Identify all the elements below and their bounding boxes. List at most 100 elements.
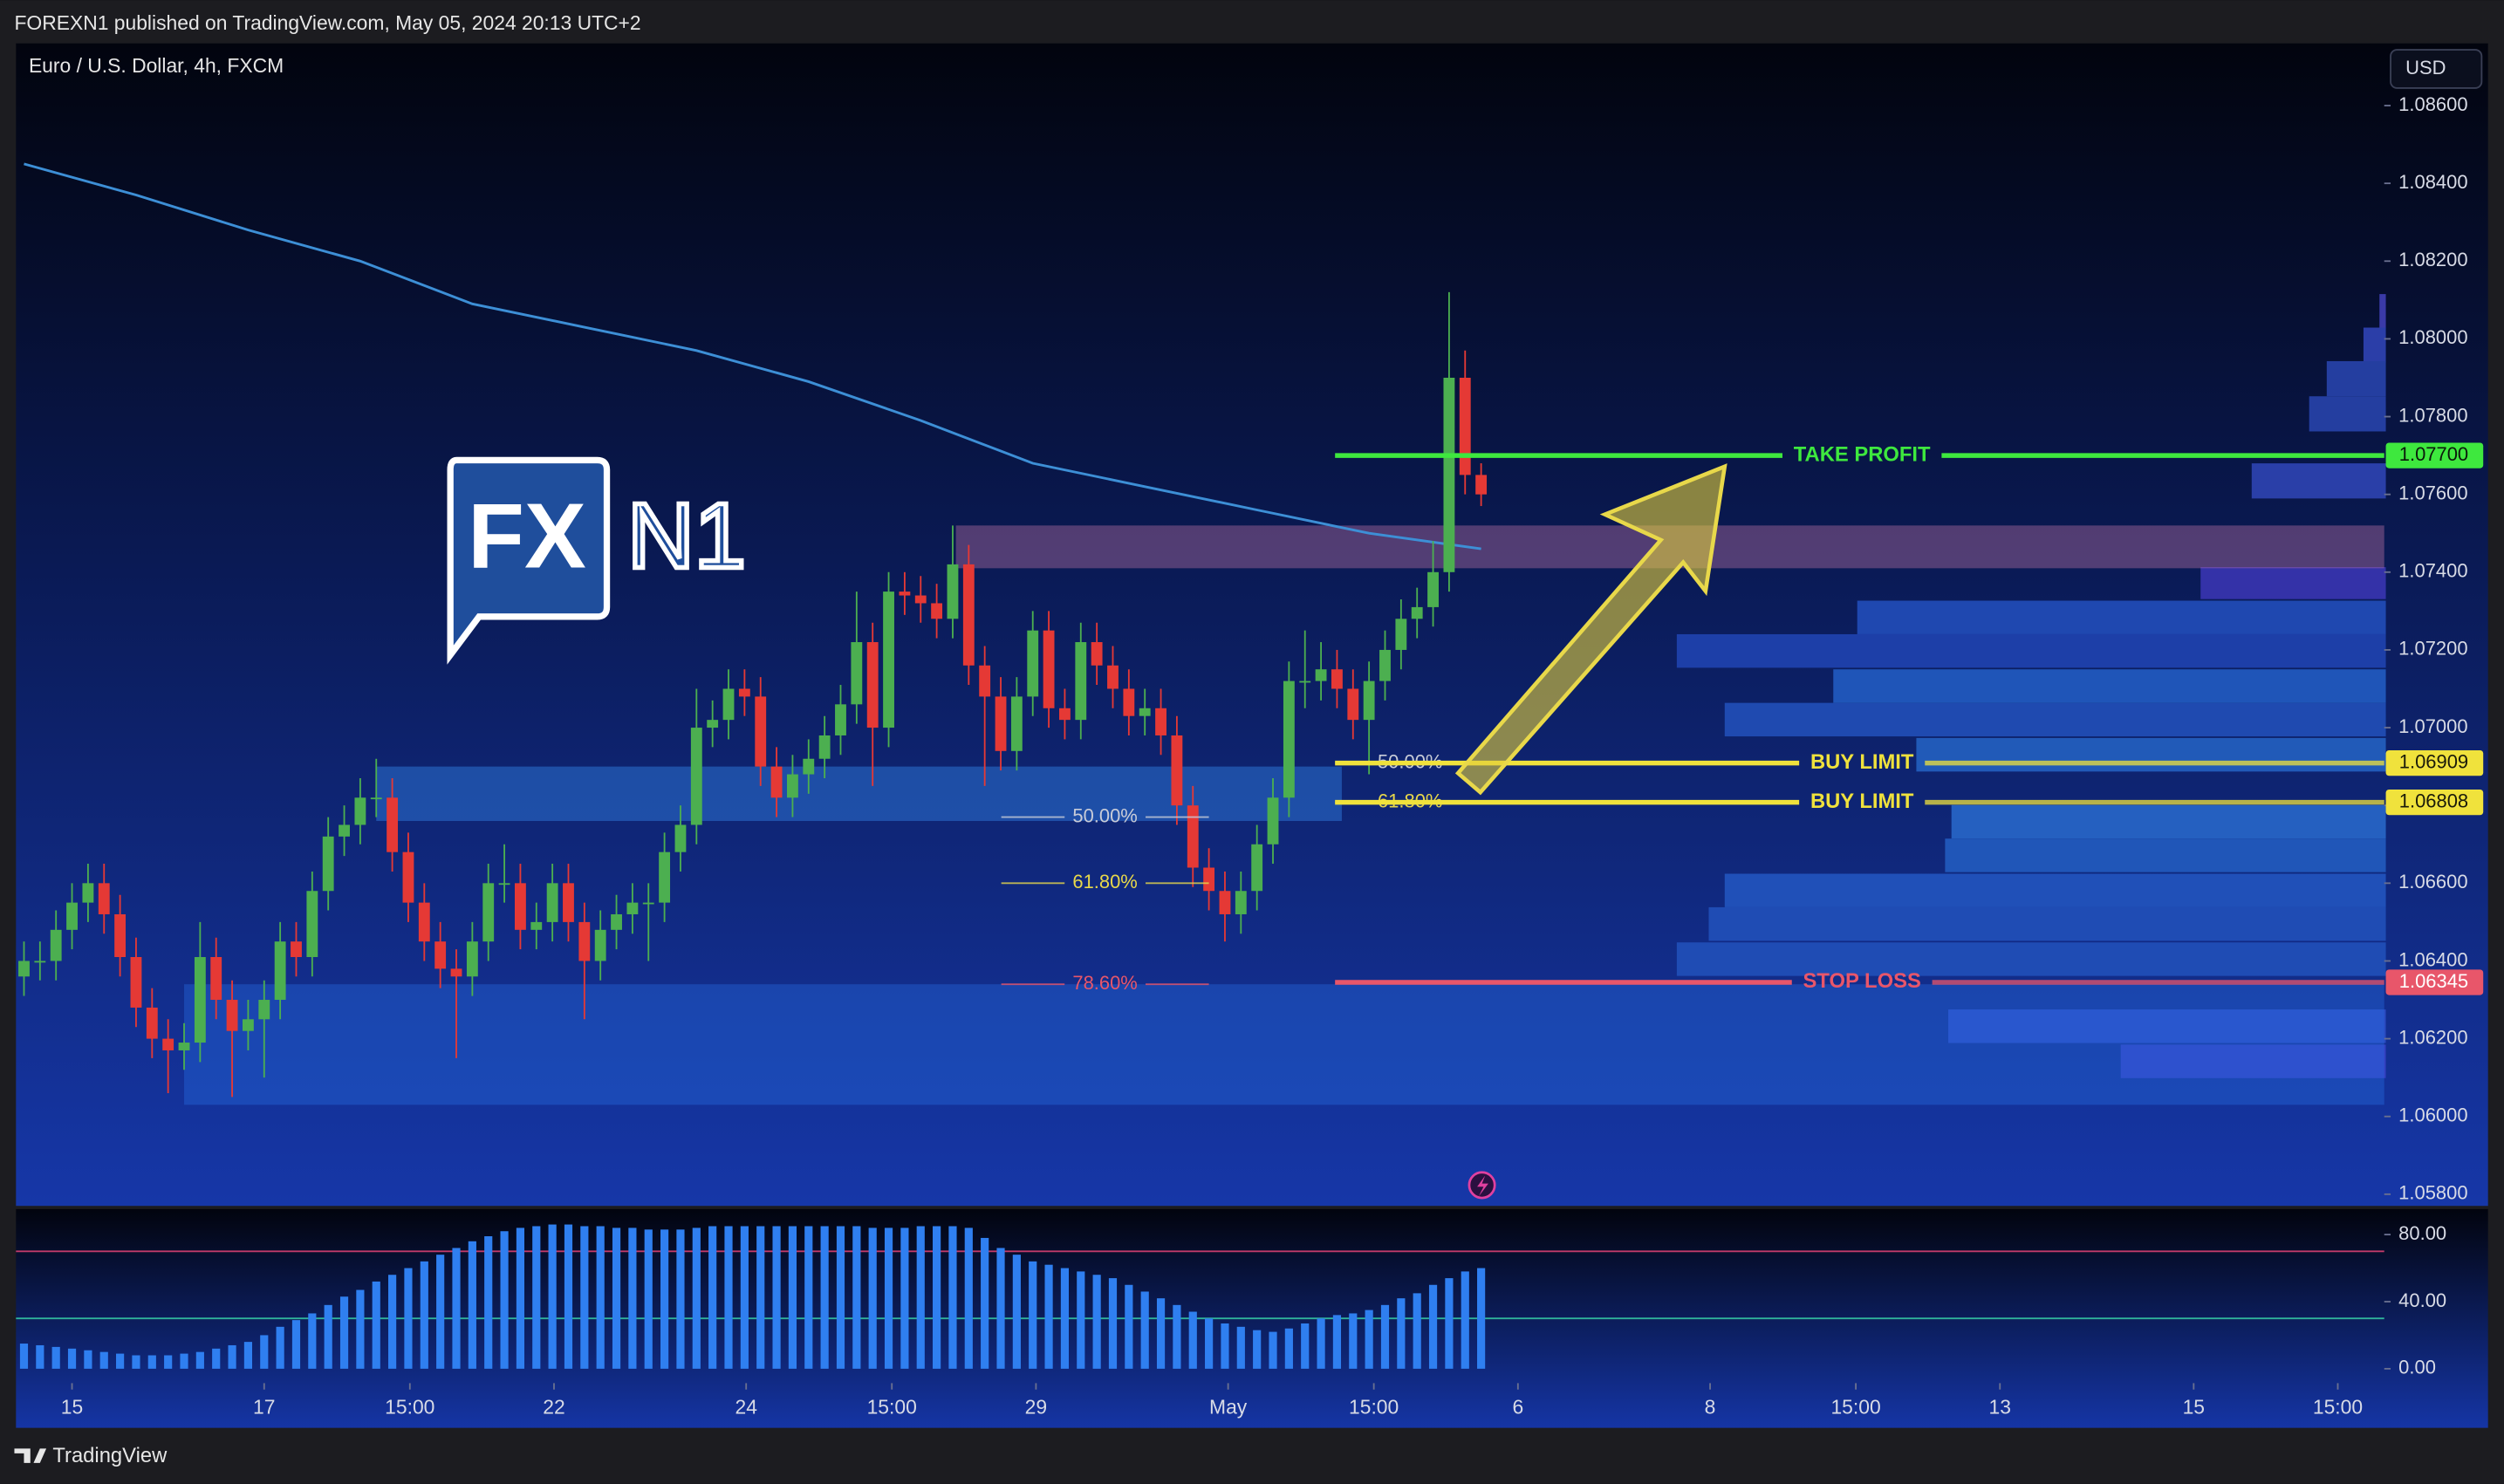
oscillator-bar (1269, 1331, 1277, 1369)
y-tick-label: 1.06200 (2398, 1026, 2467, 1048)
y-tick-label: 1.07600 (2398, 482, 2467, 503)
candle-body (1010, 696, 1023, 751)
candle-body (418, 902, 430, 942)
x-tick-label: 29 (1025, 1396, 1047, 1419)
x-tick-label: 24 (735, 1396, 757, 1419)
y-tick-label: 1.06400 (2398, 948, 2467, 970)
level-label: TAKE PROFIT (1794, 442, 1931, 466)
oscillator-bar (228, 1344, 236, 1369)
oscillator-bar (1413, 1293, 1421, 1369)
oscillator-bar (308, 1313, 317, 1369)
oscillator-bar (948, 1226, 957, 1369)
x-tick-label: 17 (253, 1396, 275, 1419)
candle-body (1283, 680, 1295, 798)
candle-body (530, 921, 543, 930)
oscillator-bar (884, 1228, 893, 1369)
logo: FX N1 (447, 456, 749, 665)
oscillator-bar (660, 1229, 669, 1369)
oscillator-bar (84, 1350, 92, 1369)
oscillator-bar (692, 1228, 701, 1369)
oscillator-bar (596, 1226, 605, 1369)
oscillator-bar (1205, 1318, 1214, 1369)
oscillator-bar (1301, 1323, 1310, 1369)
candle-body (1315, 669, 1327, 681)
osc-y-tick-label: 80.00 (2398, 1222, 2446, 1244)
oscillator-bar (516, 1228, 525, 1369)
currency-button[interactable] (2390, 49, 2483, 89)
candle-body (866, 642, 879, 728)
oscillator-bar (612, 1228, 621, 1369)
oscillator-bar (1188, 1311, 1197, 1369)
oscillator-bar (628, 1228, 637, 1369)
candle-body (611, 913, 622, 930)
candle-body (339, 824, 350, 837)
oscillator-bar (1461, 1271, 1469, 1369)
candle-body (722, 688, 735, 721)
vp-bar (1708, 906, 2386, 941)
x-tick-label: 15:00 (385, 1396, 434, 1419)
y-tick-label: 1.08200 (2398, 249, 2467, 270)
oscillator-bar (1236, 1326, 1245, 1369)
currency: USD (2405, 57, 2446, 79)
oscillator-bar (548, 1224, 557, 1369)
candle-body (98, 883, 110, 914)
oscillator-bar (180, 1353, 188, 1369)
y-tick-label: 1.06000 (2398, 1104, 2467, 1126)
vp-bar (2326, 360, 2386, 397)
x-tick-label: 22 (543, 1396, 564, 1419)
osc-y-tick-label: 40.00 (2398, 1289, 2446, 1311)
oscillator-bar (1125, 1284, 1133, 1369)
oscillator-bar (852, 1226, 861, 1369)
x-tick-label: May (1209, 1396, 1248, 1419)
candle-body (1443, 377, 1455, 572)
oscillator-bar (1221, 1323, 1229, 1369)
candle-body (835, 704, 846, 735)
oscillator-bar (804, 1226, 813, 1369)
oscillator-bar (1029, 1261, 1037, 1369)
candle-body (498, 883, 510, 886)
candle-body (354, 797, 366, 825)
candle-body (258, 1000, 270, 1020)
zone (184, 984, 2384, 1105)
candle-body (387, 797, 399, 852)
vp-bar (1951, 804, 2386, 839)
candle-body (434, 941, 447, 969)
oscillator-bar (1445, 1278, 1454, 1369)
oscillator-bar (339, 1296, 349, 1369)
oscillator-bar (452, 1248, 461, 1369)
y-tick-label: 1.08000 (2398, 326, 2467, 348)
oscillator-bar (372, 1281, 380, 1369)
x-tick-label: 15 (2183, 1396, 2205, 1419)
candle-body (642, 902, 654, 905)
candle-body (515, 883, 526, 930)
y-tick-label: 1.08400 (2398, 171, 2467, 193)
oscillator-bar (1108, 1278, 1118, 1369)
oscillator-bar (1428, 1284, 1438, 1369)
candle-body (1251, 844, 1263, 892)
candle-body (82, 883, 94, 903)
candle-body (1075, 642, 1087, 721)
candle-body (851, 642, 863, 705)
candle-body (466, 941, 478, 977)
oscillator-bar (404, 1268, 413, 1369)
candle-body (1059, 708, 1071, 721)
oscillator-bar (836, 1226, 845, 1369)
candle-body (1459, 377, 1471, 475)
candle-body (50, 929, 62, 961)
candle-body (546, 883, 558, 922)
candle-body (626, 902, 639, 914)
logo-bubble (447, 456, 611, 665)
candle-body (1475, 475, 1488, 495)
candle-body (130, 957, 142, 1008)
oscillator-bar (19, 1344, 29, 1369)
oscillator-bar (1044, 1264, 1053, 1369)
oscillator-bar (1284, 1328, 1293, 1369)
candle-body (563, 883, 574, 922)
candle-body (947, 564, 959, 619)
oscillator-bar (1156, 1298, 1166, 1369)
oscillator-bar (964, 1228, 973, 1369)
y-tick-label: 1.06600 (2398, 871, 2467, 892)
candle-body (450, 968, 462, 977)
oscillator-bar (916, 1226, 925, 1369)
vp-bar (1945, 838, 2386, 872)
